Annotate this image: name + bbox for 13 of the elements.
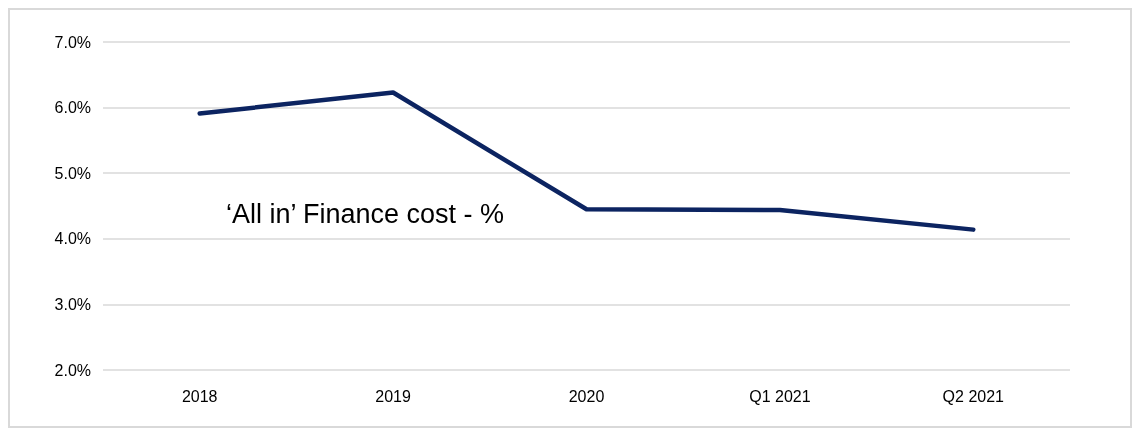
x-tick-label: Q1 2021 <box>749 387 811 405</box>
y-tick-label: 3.0% <box>54 295 91 313</box>
y-tick-label: 7.0% <box>54 33 91 51</box>
y-tick-label: 6.0% <box>54 99 91 117</box>
y-tick-label: 2.0% <box>54 361 91 379</box>
x-tick-label: 2019 <box>375 387 411 405</box>
annotation: ‘All in’ Finance cost - % <box>226 198 505 229</box>
x-tick-label: 2020 <box>568 387 605 405</box>
y-tick-label: 4.0% <box>54 230 91 248</box>
y-tick-label: 5.0% <box>54 164 91 182</box>
line-series <box>197 90 976 232</box>
x-tick-label: 2018 <box>181 387 218 405</box>
x-tick-label: Q2 2021 <box>942 387 1005 405</box>
